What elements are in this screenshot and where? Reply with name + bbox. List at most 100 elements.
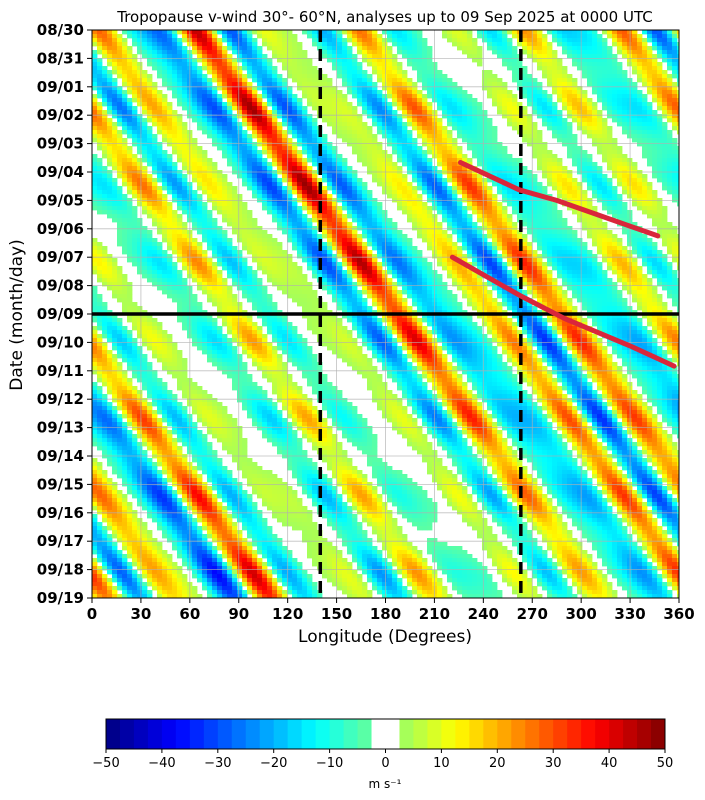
field-cell <box>642 106 647 110</box>
field-cell <box>547 50 552 54</box>
field-cell <box>452 202 457 206</box>
field-cell <box>137 166 142 170</box>
field-cell <box>527 42 532 46</box>
field-cell <box>632 138 637 142</box>
field-cell <box>302 206 307 210</box>
field-cell <box>107 154 112 158</box>
field-cell <box>482 74 487 78</box>
field-cell <box>397 90 402 94</box>
field-cell <box>537 214 542 218</box>
field-cell <box>542 42 547 46</box>
field-cell <box>192 202 197 206</box>
field-cell <box>477 150 482 154</box>
field-cell <box>122 70 127 74</box>
field-cell <box>162 94 167 98</box>
field-cell <box>257 46 262 50</box>
field-cell <box>217 114 222 118</box>
field-cell <box>402 74 407 78</box>
field-cell <box>322 74 327 78</box>
field-cell <box>227 110 232 114</box>
field-cell <box>402 106 407 110</box>
field-cell <box>372 222 377 226</box>
field-cell <box>562 226 567 230</box>
field-cell <box>322 186 327 190</box>
field-cell <box>202 174 207 178</box>
field-cell <box>297 42 302 46</box>
field-cell <box>607 126 612 130</box>
field-cell <box>547 66 552 70</box>
field-cell <box>437 182 442 186</box>
field-cell <box>137 162 142 166</box>
field-cell <box>522 138 527 142</box>
field-cell <box>497 78 502 82</box>
field-cell <box>272 178 277 182</box>
field-cell <box>542 118 547 122</box>
field-cell <box>487 226 492 230</box>
field-cell <box>182 30 187 34</box>
field-cell <box>622 174 627 178</box>
field-cell <box>662 226 667 230</box>
field-cell <box>252 134 257 138</box>
field-cell <box>577 146 582 150</box>
field-cell <box>142 82 147 86</box>
field-cell <box>242 150 247 154</box>
field-cell <box>302 214 307 218</box>
field-cell <box>562 90 567 94</box>
field-cell <box>122 54 127 58</box>
field-cell <box>307 74 312 78</box>
field-cell <box>397 194 402 198</box>
field-cell <box>387 46 392 50</box>
field-cell <box>592 186 597 190</box>
field-cell <box>582 214 587 218</box>
field-cell <box>477 194 482 198</box>
field-cell <box>357 138 362 142</box>
field-cell <box>667 138 672 142</box>
field-cell <box>242 122 247 126</box>
field-cell <box>252 222 257 226</box>
field-cell <box>177 66 182 70</box>
field-cell <box>257 70 262 74</box>
field-cell <box>197 102 202 106</box>
field-cell <box>202 114 207 118</box>
field-cell <box>507 178 512 182</box>
field-cell <box>572 142 577 146</box>
field-cell <box>662 130 667 134</box>
field-cell <box>247 214 252 218</box>
field-cell <box>502 150 507 154</box>
field-cell <box>512 34 517 38</box>
field-cell <box>152 222 157 226</box>
field-cell <box>617 182 622 186</box>
field-cell <box>507 122 512 126</box>
field-cell <box>392 102 397 106</box>
field-cell <box>232 154 237 158</box>
field-cell <box>667 134 672 138</box>
field-cell <box>417 210 422 214</box>
field-cell <box>492 206 497 210</box>
field-cell <box>452 126 457 130</box>
field-cell <box>457 130 462 134</box>
field-cell <box>617 38 622 42</box>
field-cell <box>237 98 242 102</box>
field-cell <box>602 94 607 98</box>
field-cell <box>407 50 412 54</box>
field-cell <box>277 162 282 166</box>
field-cell <box>222 38 227 42</box>
field-cell <box>207 102 212 106</box>
field-cell <box>247 138 252 142</box>
field-cell <box>527 74 532 78</box>
field-cell <box>307 90 312 94</box>
field-cell <box>202 66 207 70</box>
field-cell <box>267 154 272 158</box>
field-cell <box>612 102 617 106</box>
field-cell <box>472 122 477 126</box>
field-cell <box>402 82 407 86</box>
field-cell <box>477 134 482 138</box>
field-cell <box>622 42 627 46</box>
field-cell <box>417 230 422 234</box>
field-cell <box>282 50 287 54</box>
field-cell <box>137 42 142 46</box>
field-cell <box>337 74 342 78</box>
field-cell <box>367 166 372 170</box>
field-cell <box>582 70 587 74</box>
field-cell <box>482 218 487 222</box>
